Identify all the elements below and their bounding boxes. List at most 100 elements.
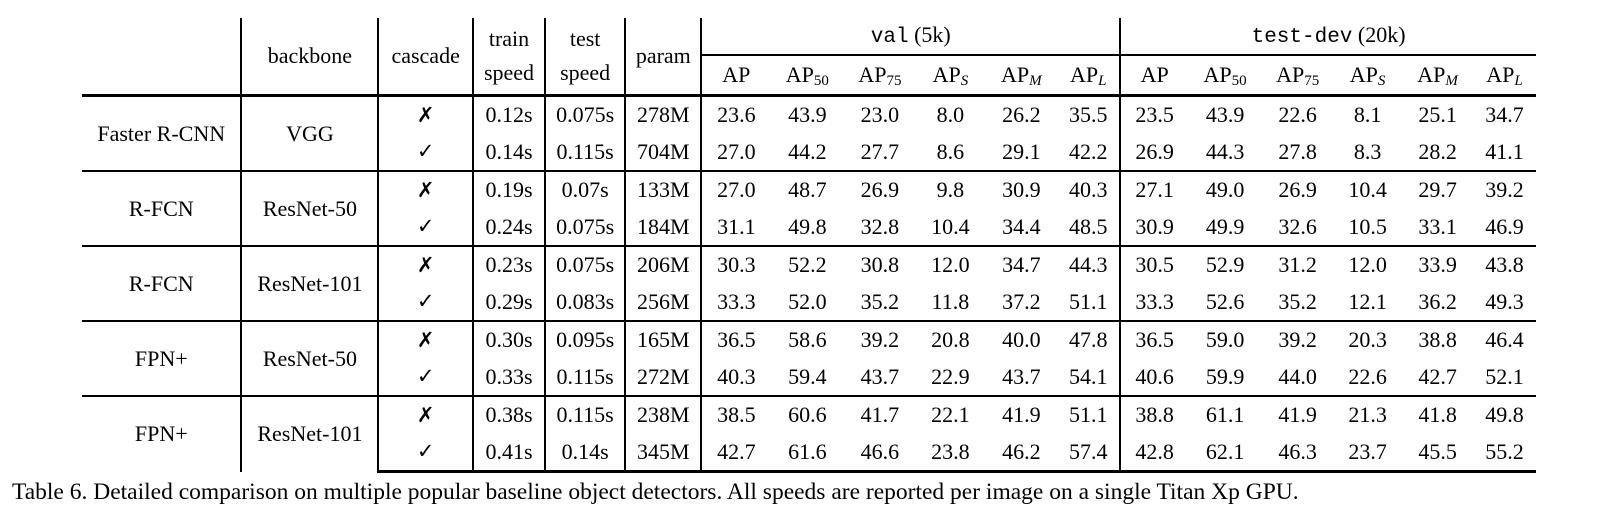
metric-value-cell: 22.6 [1262, 94, 1334, 134]
table-row: ✓ 0.29s 0.083s 256M 33.3 52.0 35.2 11.8 37.2 51.1… [82, 283, 1536, 321]
metric-value-cell: 34.7 [1473, 94, 1536, 134]
metric-value-cell: 44.3 [1057, 245, 1121, 284]
param-cell: 133M [624, 170, 702, 209]
train-speed-cell: 0.14s [471, 133, 545, 171]
metric-header-base: AP [785, 62, 814, 87]
metric-value-cell: 41.7 [844, 395, 916, 434]
metric-header-base: AP [1070, 62, 1099, 87]
col-header-train-speed: train speed [471, 18, 545, 96]
cascade-cell: ✗ [377, 320, 473, 359]
metric-header-base: AP [1486, 62, 1515, 87]
metric-value-cell: 20.8 [915, 320, 986, 359]
metric-value-cell: 58.6 [770, 320, 845, 359]
cascade-cell: ✗ [377, 245, 473, 284]
metric-value-cell: 40.6 [1119, 358, 1189, 396]
metric-value-cell: 32.8 [860, 213, 900, 239]
metric-value-cell: 33.9 [1402, 245, 1474, 284]
metric-value-cell: 28.2 [1418, 138, 1457, 164]
metric-value-cell: 34.7 [985, 245, 1058, 284]
metric-value-cell: 12.0 [1333, 245, 1403, 284]
param-cell: 184M [624, 208, 702, 246]
metric-value-cell: 61.1 [1188, 395, 1263, 434]
metric-header: AP50 [1188, 55, 1262, 96]
cascade-cell: ✗ [377, 94, 473, 134]
metric-value-cell: 22.6 [1348, 363, 1387, 389]
metric-value-cell: 23.8 [915, 433, 986, 473]
metric-header: AP75 [1262, 55, 1333, 96]
metric-header-base: AP [722, 62, 751, 87]
metric-value-cell: 33.3 [700, 283, 771, 321]
col-group-val: val (5k) [700, 18, 1121, 56]
metric-value-cell: 49.8 [1473, 395, 1536, 434]
metric-value-cell: 27.0 [700, 133, 771, 171]
metric-value-cell: 46.6 [844, 433, 916, 473]
metric-value-cell: 43.9 [770, 94, 845, 134]
col-group-val-size: (5k) [908, 22, 951, 47]
metric-header-subscript: S [960, 73, 969, 89]
metric-header-base: AP [1349, 62, 1378, 87]
metric-value-cell: 59.9 [1205, 363, 1245, 389]
metric-header-base: AP [1276, 62, 1305, 87]
metric-value-cell: 8.6 [936, 138, 965, 164]
metric-header: APL [1473, 55, 1536, 96]
metric-value-cell: 42.7 [700, 433, 771, 473]
col-header-test-speed-label: speed [560, 60, 611, 85]
metric-value-cell: 42.7 [1418, 363, 1457, 389]
metric-header-base: AP [858, 62, 887, 87]
param-cell: 256M [624, 283, 702, 321]
metric-value-cell: 52.0 [788, 288, 827, 314]
metric-value-cell: 22.1 [915, 395, 986, 434]
metric-value-cell: 35.2 [1278, 288, 1317, 314]
metric-value-cell: 47.8 [1057, 320, 1121, 359]
metric-header-subscript: L [1098, 73, 1107, 89]
metric-value-cell: 29.7 [1402, 170, 1474, 209]
metric-value-cell: 23.5 [1119, 94, 1189, 134]
metric-header: AP [700, 55, 771, 96]
metric-value-cell: 55.2 [1473, 433, 1536, 473]
metric-value-cell: 44.3 [1205, 138, 1245, 164]
table-row: ✓ 0.41s 0.14s 345M 42.7 61.6 46.6 23.8 46.2 57.4 4… [82, 433, 1536, 473]
col-header-cascade: cascade [377, 18, 473, 96]
metric-value-cell: 54.1 [1069, 363, 1108, 389]
metric-value-cell: 10.4 [931, 213, 970, 239]
metric-value-cell: 27.7 [860, 138, 900, 164]
test-speed-cell: 0.115s [543, 133, 626, 171]
metric-value-cell: 43.8 [1473, 245, 1536, 284]
test-speed-cell: 0.14s [543, 433, 626, 473]
metric-value-cell: 33.3 [1119, 283, 1189, 321]
cascade-cell: ✓ [377, 433, 473, 473]
metric-value-cell: 48.5 [1069, 213, 1108, 239]
metric-value-cell: 52.6 [1205, 288, 1245, 314]
table-row: ✓ 0.14s 0.115s 704M 27.0 44.2 27.7 8.6 29.1 42.2 2… [82, 133, 1536, 171]
metric-value-cell: 46.3 [1262, 433, 1334, 473]
metric-header-subscript: 50 [813, 73, 829, 89]
metric-value-cell: 37.2 [1002, 288, 1041, 314]
metric-value-cell: 26.9 [1262, 170, 1334, 209]
metric-value-cell: 8.3 [1353, 138, 1382, 164]
metric-value-cell: 36.5 [700, 320, 771, 359]
col-header-test: test [569, 25, 601, 51]
metric-header: APS [915, 55, 985, 96]
metric-header-subscript: 50 [1231, 73, 1247, 89]
metric-value-cell: 20.3 [1333, 320, 1403, 359]
metric-value-cell: 36.2 [1418, 288, 1457, 314]
metric-value-cell: 35.5 [1057, 94, 1121, 134]
metric-value-cell: 30.9 [985, 170, 1058, 209]
cascade-cell: ✓ [377, 133, 473, 171]
metric-value-cell: 43.7 [1002, 363, 1041, 389]
metric-value-cell: 49.0 [1188, 170, 1263, 209]
param-cell: 704M [624, 133, 702, 171]
train-speed-cell: 0.41s [471, 433, 545, 473]
backbone-cell: ResNet-101 [240, 395, 379, 472]
metric-header-base: AP [1140, 62, 1169, 87]
metric-value-cell: 34.4 [1002, 213, 1041, 239]
param-cell: 272M [624, 358, 702, 396]
metric-value-cell: 26.2 [985, 94, 1058, 134]
metric-header-subscript: 75 [886, 73, 902, 89]
metric-value-cell: 30.8 [844, 245, 916, 284]
metric-value-cell: 40.3 [1057, 170, 1121, 209]
metric-value-cell: 10.5 [1348, 213, 1387, 239]
metric-header: AP50 [770, 55, 844, 96]
metric-value-cell: 11.8 [931, 288, 970, 314]
